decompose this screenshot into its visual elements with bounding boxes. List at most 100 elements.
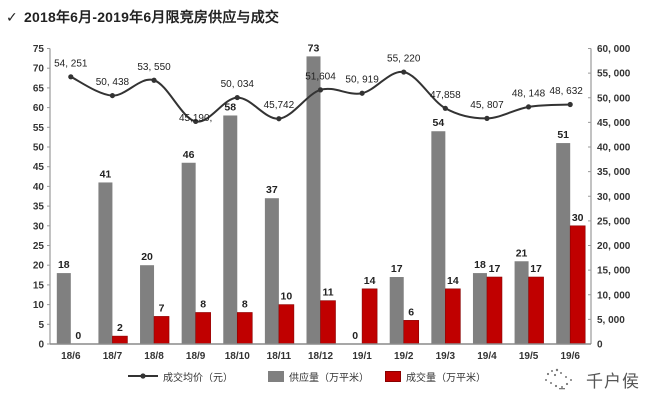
avg-price-point bbox=[359, 90, 365, 96]
transaction-bar bbox=[569, 225, 586, 345]
line-value-label: 50, 034 bbox=[221, 79, 255, 90]
line-value-label: 48, 632 bbox=[550, 86, 584, 97]
bar-value-label: 17 bbox=[530, 263, 542, 275]
bar-value-label: 20 bbox=[141, 251, 153, 263]
y-left-tick-label: 20 bbox=[33, 261, 45, 272]
avg-price-point bbox=[567, 101, 573, 108]
line-value-label: 50, 919 bbox=[345, 75, 379, 86]
line-value-label: 45, 807 bbox=[470, 100, 504, 111]
line-value-label: 55, 220 bbox=[387, 54, 421, 65]
bar-value-label: 8 bbox=[200, 298, 206, 310]
x-axis-label: 19/6 bbox=[560, 351, 580, 362]
legend-label: 供应量（万平米） bbox=[289, 372, 369, 384]
bar-value-label: 0 bbox=[75, 330, 81, 342]
y-left-tick-label: 45 bbox=[33, 162, 45, 173]
supply-bar bbox=[514, 261, 529, 344]
red-square-icon bbox=[385, 370, 401, 382]
transaction-bar bbox=[112, 335, 128, 345]
avg-price-point bbox=[525, 104, 532, 110]
supply-bar bbox=[98, 182, 113, 344]
line-value-label: 47,858 bbox=[430, 90, 461, 101]
bar-value-label: 17 bbox=[391, 263, 403, 275]
line-value-label: 54, 251 bbox=[54, 58, 88, 69]
line-value-label: 50, 438 bbox=[96, 77, 130, 88]
y-right-tick-label: 20, 000 bbox=[597, 241, 631, 252]
y-right-tick-label: 30, 000 bbox=[597, 192, 631, 203]
x-axis-label: 18/10 bbox=[225, 351, 250, 362]
supply-bar bbox=[472, 273, 487, 344]
x-axis-label: 18/8 bbox=[144, 351, 164, 362]
transaction-bar bbox=[528, 276, 544, 345]
gray-square-icon bbox=[268, 370, 284, 382]
line-value-label: 53, 550 bbox=[137, 62, 171, 73]
supply-bar bbox=[140, 265, 155, 344]
avg-price-point bbox=[317, 87, 324, 93]
y-left-tick-label: 70 bbox=[33, 64, 45, 75]
legend-item-transaction: 成交量（万平米） bbox=[385, 369, 486, 384]
transaction-bar bbox=[486, 276, 503, 345]
x-axis-label: 19/2 bbox=[394, 351, 414, 362]
avg-price-point bbox=[151, 77, 157, 83]
y-left-tick-label: 75 bbox=[33, 44, 45, 55]
x-axis-label: 18/7 bbox=[103, 351, 123, 362]
x-axis-label: 19/4 bbox=[477, 351, 497, 362]
supply-bar bbox=[389, 277, 404, 344]
watermark-text: 千户侯 bbox=[586, 371, 640, 391]
y-left-tick-label: 60 bbox=[33, 103, 45, 114]
y-left-tick-label: 30 bbox=[33, 221, 45, 232]
legend-label: 成交均价（元） bbox=[163, 372, 233, 384]
y-right-tick-label: 25, 000 bbox=[597, 216, 631, 227]
transaction-bar bbox=[195, 312, 211, 345]
transaction-bar bbox=[236, 312, 253, 345]
bar-value-label: 18 bbox=[58, 259, 70, 271]
y-right-tick-label: 35, 000 bbox=[597, 167, 631, 178]
bar-value-label: 6 bbox=[408, 306, 414, 318]
x-axis-label: 18/6 bbox=[61, 351, 81, 362]
transaction-bar bbox=[403, 320, 420, 345]
bar-value-label: 18 bbox=[474, 259, 486, 271]
bar-value-label: 41 bbox=[100, 168, 112, 180]
bar-value-label: 11 bbox=[322, 287, 333, 299]
y-left-tick-label: 0 bbox=[38, 340, 44, 351]
bar-value-label: 46 bbox=[183, 149, 195, 161]
avg-price-point bbox=[193, 118, 199, 125]
bar-value-label: 37 bbox=[266, 184, 278, 196]
transaction-bar bbox=[445, 288, 461, 345]
transaction-bar bbox=[278, 304, 295, 345]
supply-bar bbox=[223, 115, 238, 344]
bar-value-label: 14 bbox=[447, 275, 459, 287]
y-left-tick-label: 15 bbox=[33, 280, 45, 291]
legend-label: 成交量（万平米） bbox=[406, 372, 486, 384]
transaction-bar bbox=[153, 316, 170, 345]
line-marker-icon bbox=[128, 373, 158, 379]
avg-price-point bbox=[234, 94, 240, 101]
bar-value-label: 0 bbox=[352, 330, 358, 342]
y-right-tick-label: 60, 000 bbox=[597, 44, 631, 55]
y-right-tick-label: 50, 000 bbox=[597, 93, 631, 104]
supply-bar bbox=[181, 162, 196, 344]
supply-bar bbox=[306, 56, 321, 344]
transaction-bar bbox=[361, 288, 378, 345]
bar-value-label: 8 bbox=[242, 298, 248, 310]
bar-value-label: 2 bbox=[117, 322, 123, 334]
y-right-tick-label: 45, 000 bbox=[597, 118, 631, 129]
y-left-tick-label: 5 bbox=[38, 320, 44, 331]
y-right-tick-label: 15, 000 bbox=[597, 266, 631, 277]
y-left-tick-label: 55 bbox=[33, 123, 45, 134]
y-right-tick-label: 55, 000 bbox=[597, 69, 631, 80]
avg-price-point bbox=[484, 115, 490, 122]
y-left-tick-label: 25 bbox=[33, 241, 45, 252]
x-axis-label: 19/5 bbox=[519, 351, 539, 362]
supply-bar bbox=[431, 131, 446, 344]
transaction-bar bbox=[320, 300, 336, 345]
avg-price-point bbox=[401, 69, 407, 75]
y-right-tick-label: 0 bbox=[597, 340, 603, 351]
x-axis-label: 18/11 bbox=[267, 351, 292, 362]
watermark: 千户侯 bbox=[542, 366, 640, 392]
bar-value-label: 17 bbox=[489, 263, 501, 275]
x-axis-label: 19/1 bbox=[352, 351, 372, 362]
x-axis-label: 18/12 bbox=[308, 351, 333, 362]
bar-value-label: 7 bbox=[159, 302, 165, 314]
